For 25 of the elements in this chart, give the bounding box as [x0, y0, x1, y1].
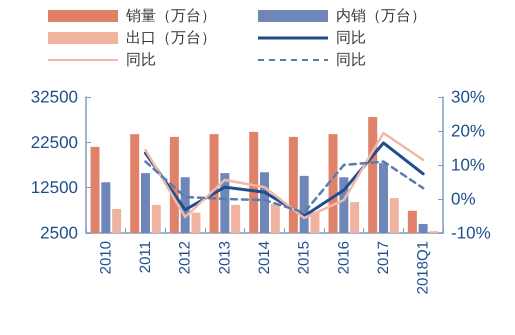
line-series	[144, 160, 424, 214]
y2-tick-label: -10%	[451, 224, 491, 242]
legend-label: 销量（万台）	[125, 6, 216, 24]
legend-label: 同比	[336, 50, 366, 68]
y2-tick-label: 20%	[451, 122, 486, 140]
legend-label: 出口（万台）	[126, 28, 216, 46]
y-tick-label: 12500	[30, 178, 78, 198]
y2-tick-label: 0%	[451, 190, 476, 208]
x-tick-label: 2014	[256, 241, 273, 274]
y2-tick-label: 30%	[451, 88, 486, 106]
x-tick-label: 2011	[137, 241, 154, 274]
legend-label: 内销（万台）	[336, 6, 426, 24]
x-tick-label: 2018Q1	[414, 241, 432, 294]
legend-label: 同比	[126, 50, 156, 68]
x-tick-label: 2017	[375, 241, 392, 274]
y-tick-label: 32500	[30, 88, 78, 106]
y-tick-label: 2500	[40, 224, 78, 242]
x-tick-label: 2012	[176, 241, 194, 274]
legend-label: 同比	[336, 28, 366, 46]
x-tick-label: 2010	[97, 241, 114, 274]
x-tick-label: 2013	[216, 241, 234, 274]
x-tick-label: 2016	[335, 241, 352, 274]
x-tick-label: 2015	[296, 241, 313, 274]
y2-tick-label: 10%	[451, 156, 486, 174]
y-tick-label: 22500	[30, 132, 78, 152]
